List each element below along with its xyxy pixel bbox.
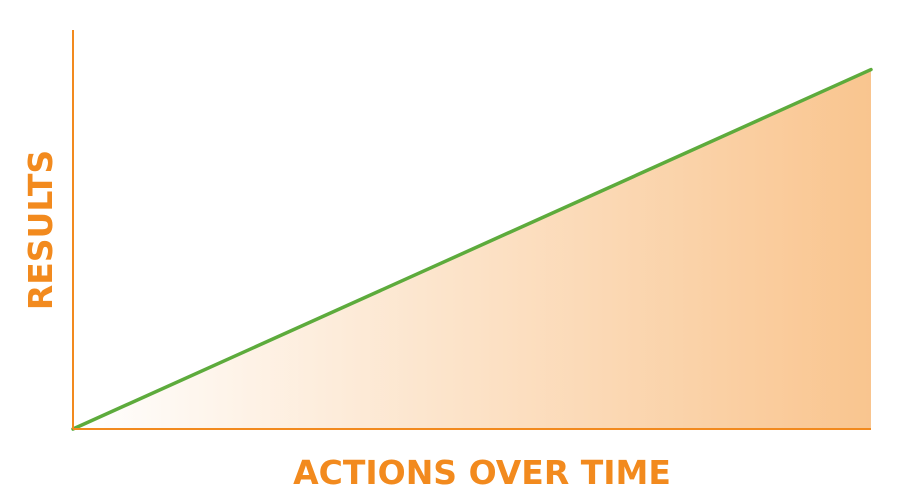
y-axis-title: RESULTS (21, 150, 60, 310)
series-line-0 (71, 67, 873, 431)
series-layer (71, 67, 873, 431)
x-axis-title: ACTIONS OVER TIME (293, 453, 671, 492)
